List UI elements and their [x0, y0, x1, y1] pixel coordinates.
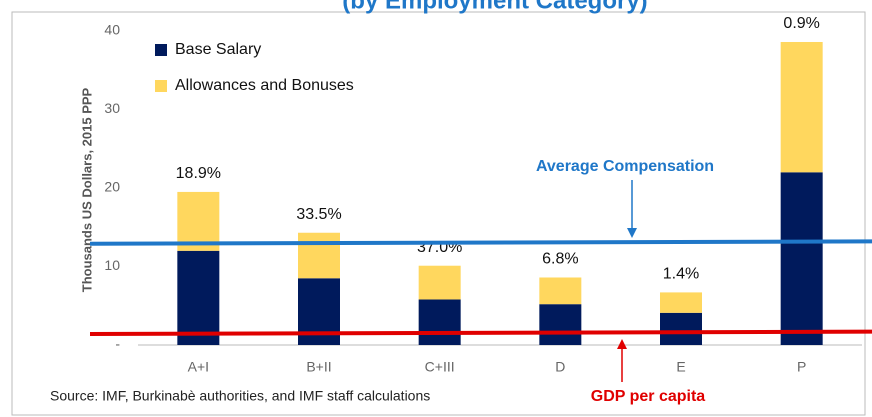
source: Source: IMF, Burkinabè authorities, and … — [50, 388, 430, 404]
bar-segment — [539, 304, 582, 345]
bar-segment — [177, 250, 220, 345]
bar-segment — [780, 172, 823, 345]
legend-label: Allowances and Bonuses — [175, 77, 354, 94]
y-tick-label: - — [115, 336, 120, 352]
y-axis-title: Thousands US Dollars, 2015 PPP — [79, 87, 94, 292]
bar-label: 18.9% — [176, 165, 221, 182]
x-tick-label: E — [676, 359, 685, 375]
bar-segment — [298, 232, 340, 279]
bar-segment — [660, 312, 702, 345]
bar-label: 1.4% — [663, 266, 699, 283]
bar-segment — [418, 265, 461, 300]
x-tick-label: C+III — [425, 359, 455, 375]
x-tick-label: B+II — [306, 359, 331, 375]
arrow-head — [627, 228, 637, 238]
bar-segment — [177, 191, 220, 251]
bar-segment — [660, 292, 702, 313]
x-tick-label: A+I — [188, 359, 209, 375]
bar-segment — [539, 277, 582, 305]
arrow-head — [617, 339, 627, 349]
annotation: GDP per capita — [591, 388, 706, 405]
bar-label: 33.5% — [296, 206, 341, 223]
x-tick-label: D — [555, 359, 565, 375]
legend-label: Base Salary — [175, 41, 261, 58]
bar-segment — [418, 299, 461, 345]
y-tick-label: 40 — [104, 22, 120, 38]
legend-swatch — [155, 44, 167, 56]
legend-swatch — [155, 80, 167, 92]
y-tick-label: 20 — [104, 179, 120, 195]
annotation: Average Compensation — [536, 158, 714, 175]
bar-label: 6.8% — [542, 251, 578, 268]
reference-line — [89, 239, 872, 246]
reference-line — [89, 329, 872, 337]
y-tick-label: 10 — [104, 257, 120, 273]
y-tick-label: 30 — [104, 100, 120, 116]
bar-label: 0.9% — [783, 15, 819, 32]
x-tick-label: P — [797, 359, 806, 375]
frame — [11, 11, 866, 416]
bar-segment — [780, 41, 823, 173]
chart-title: (by Employment Category) — [342, 0, 647, 14]
